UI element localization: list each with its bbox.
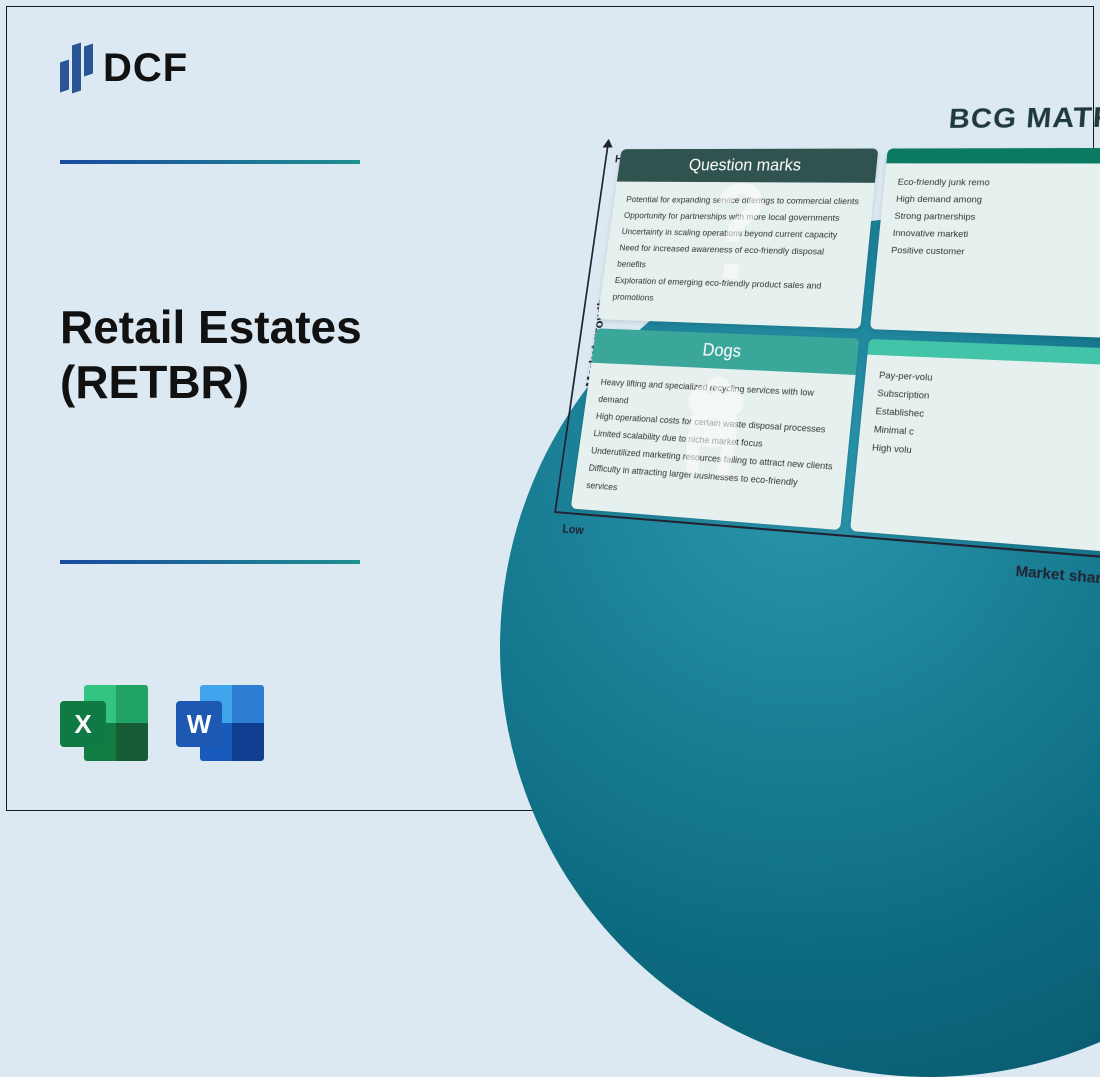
card-question-marks: Question marks Potential for expanding s… xyxy=(597,149,878,329)
card-body: Pay-per-volu Subscription Establishec Mi… xyxy=(856,355,1100,492)
card-head xyxy=(886,148,1100,164)
list-item: Eco-friendly junk remo xyxy=(897,175,1100,194)
logo-text: DCF xyxy=(103,46,188,91)
bcg-matrix: BCG MATRIX Market growth Market share Hi… xyxy=(520,101,1100,600)
card-dogs: Dogs Heavy lifting and specialized recyc… xyxy=(571,328,860,530)
card-head: Question marks xyxy=(617,149,878,183)
list-item: Positive customer xyxy=(890,243,1100,266)
word-icon: W xyxy=(176,679,264,767)
excel-badge: X xyxy=(60,701,106,747)
brand-logo: DCF xyxy=(60,40,188,96)
matrix-body: Market growth Market share High Low Ques… xyxy=(520,148,1100,601)
page-title: Retail Estates (RETBR) xyxy=(60,300,362,410)
x-axis-label: Market share xyxy=(1015,562,1100,588)
list-item: Exploration of emerging eco-friendly pro… xyxy=(611,273,851,314)
y-axis-arrow-icon xyxy=(603,139,614,148)
divider-top xyxy=(60,160,360,164)
card-body: Eco-friendly junk remo High demand among… xyxy=(875,163,1100,280)
label-low: Low xyxy=(562,522,585,538)
file-icons-row: X W xyxy=(60,679,264,767)
title-line-2: (RETBR) xyxy=(60,355,362,410)
word-badge: W xyxy=(176,701,222,747)
logo-bars-icon xyxy=(60,40,93,96)
card-body: Potential for expanding service offering… xyxy=(598,182,875,329)
matrix-title: BCG MATRIX xyxy=(580,101,1100,137)
card-cash-cows: Pay-per-volu Subscription Establishec Mi… xyxy=(850,339,1100,556)
title-line-1: Retail Estates xyxy=(60,300,362,355)
divider-bottom xyxy=(60,560,360,564)
matrix-grid: Question marks Potential for expanding s… xyxy=(571,148,1100,556)
excel-icon: X xyxy=(60,679,148,767)
card-body: Heavy lifting and specialized recycling … xyxy=(571,363,856,530)
card-stars: Eco-friendly junk remo High demand among… xyxy=(870,148,1100,340)
